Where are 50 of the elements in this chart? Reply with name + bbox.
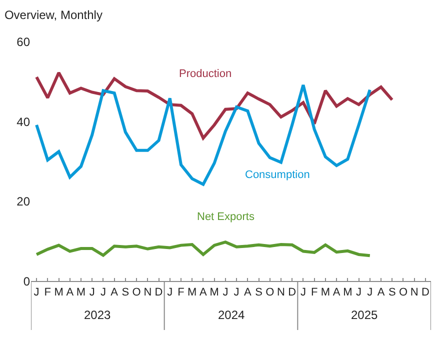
x-tick-label: A [66,286,74,298]
text: 2025 [351,308,378,322]
x-tick-label: N [277,286,286,298]
x-tick-label: F [310,286,318,298]
x-tick-label: M [188,286,197,298]
x-tick-label: O [132,286,142,298]
x-tick-label: N [144,286,152,298]
x-tick-label: D [288,286,296,298]
x-tick-label: A [332,286,341,298]
x-tick-label: A [200,286,208,298]
x-tick-label: J [234,286,240,298]
x-tick-label: J [89,286,95,298]
y-tick-label: 40 [16,114,30,129]
x-tick-label: D [154,286,163,298]
line-series [35,240,372,258]
x-tick-label: M [320,286,330,298]
x-tick-label: O [266,286,275,298]
x-tick-label: M [343,286,352,298]
x-tick-label: J [367,286,373,298]
series-label: Consumption [245,169,310,181]
x-tick-label: F [44,286,52,298]
x-tick-label: S [122,286,130,298]
x-tick-label: A [377,286,386,298]
y-tick-label: 20 [16,194,30,209]
line-series [35,84,372,186]
text: Net Exports [197,211,255,223]
chart-title: Overview, Monthly [4,8,102,22]
x-tick-label: J [222,286,228,298]
x-tick-label: J [167,286,173,298]
line-series [35,71,394,140]
x-tick-label: J [100,286,106,298]
x-tick-label: A [110,286,119,298]
x-tick-label: J [300,286,306,298]
series-label: Production [179,68,232,80]
x-tick-label: F [178,286,185,298]
text: 2023 [84,308,112,322]
y-tick-label: 60 [16,35,30,50]
x-tick-label: J [356,286,362,298]
text: 2024 [218,308,246,322]
x-tick-label: S [255,286,262,298]
y-tick-label: 0 [23,274,30,288]
x-tick-label: N [410,286,418,298]
x-tick-label: O [398,286,408,298]
x-tick-label: M [54,286,64,298]
x-tick-label: M [210,286,219,298]
x-tick-label: S [388,286,396,298]
x-tick-label: D [421,286,430,298]
x-tick-label: J [34,286,40,298]
x-tick-label: A [244,286,252,298]
x-tick-label: M [76,286,86,298]
